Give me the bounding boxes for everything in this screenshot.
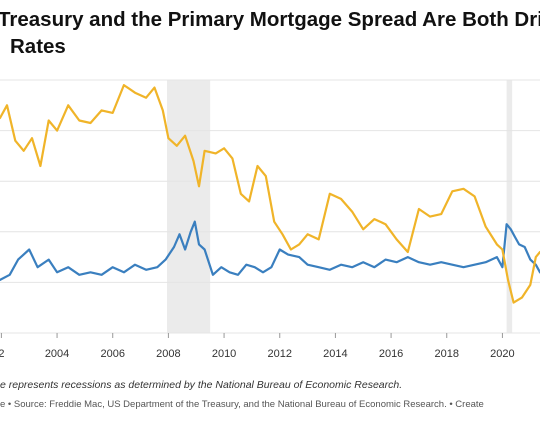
x-tick-label-2: 2006 bbox=[100, 348, 124, 360]
chart-title-line2: Rates bbox=[10, 35, 66, 58]
chart-title: Treasury and the Primary Mortgage Spread… bbox=[0, 6, 540, 60]
series-line-1 bbox=[0, 84, 540, 304]
x-tick-label-4: 2010 bbox=[212, 348, 236, 360]
x-tick-label-9: 2020 bbox=[490, 348, 514, 360]
x-tick-label-7: 2016 bbox=[379, 348, 403, 360]
gridlines bbox=[0, 79, 540, 334]
source-credit: e • Source: Freddie Mac, US Department o… bbox=[0, 399, 484, 410]
x-tick-label-0: 2 bbox=[0, 348, 4, 360]
recession-band-1 bbox=[506, 80, 513, 333]
recession-band-0 bbox=[167, 80, 211, 333]
x-tick-label-5: 2012 bbox=[268, 348, 292, 360]
x-tick-label-8: 2018 bbox=[435, 348, 459, 360]
x-tick-label-6: 2014 bbox=[323, 348, 347, 360]
recession-bands bbox=[167, 80, 513, 333]
series-line-0 bbox=[0, 220, 540, 281]
series-lines bbox=[0, 84, 540, 304]
x-tick-label-3: 2008 bbox=[156, 348, 180, 360]
recession-note: e represents recessions as determined by… bbox=[0, 379, 403, 391]
x-axis-ticks: 2 2004 2006 2008 2010 2012 2014 2016 2018 2020 bbox=[0, 333, 515, 360]
x-tick-label-1: 2004 bbox=[45, 348, 69, 360]
chart-title-line1: Treasury and the Primary Mortgage Spread… bbox=[0, 8, 540, 31]
